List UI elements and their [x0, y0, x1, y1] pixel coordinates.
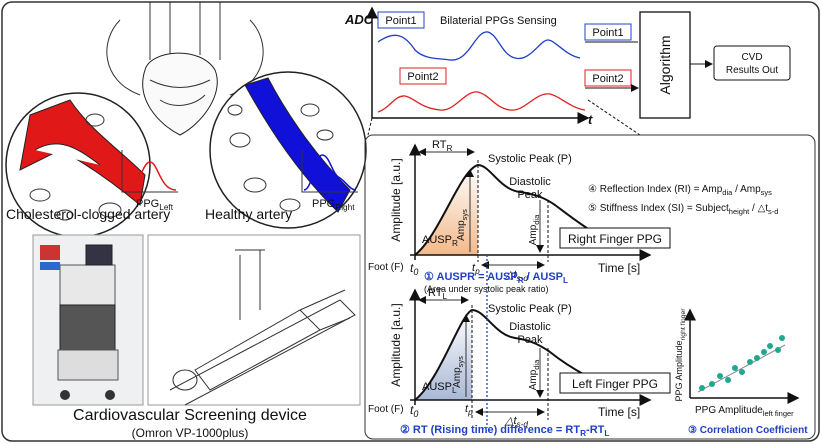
subscript: sys	[460, 209, 469, 221]
patient-sketch	[148, 235, 360, 405]
corr-x-label: PPG Amplitudeleft finger	[695, 405, 794, 418]
text-part: Amp	[528, 224, 539, 245]
subscript: 0	[413, 267, 418, 277]
subscript: R	[452, 239, 458, 248]
text-part: Amp	[528, 369, 539, 390]
y-label: Amplitude [a.u.]	[389, 303, 403, 386]
amp-dia-label: Ampdia	[528, 359, 541, 390]
subscript: p	[467, 408, 473, 417]
corr-y-label: PPG Amplituderight finger	[674, 308, 687, 402]
figure: PPGLeft PPGRight Cholesterol-clogged art…	[0, 0, 822, 444]
subscript: height	[729, 207, 750, 216]
foot-label: Foot (F)	[368, 262, 404, 273]
subscript: sys	[456, 356, 465, 368]
y-label: ADC	[344, 12, 374, 27]
diastolic-label: Peak	[517, 334, 543, 346]
stiffness-index: ⑤ Stiffness Index (SI) = Subjectheight /…	[588, 203, 778, 216]
clogged-label: Cholesterol-clogged artery	[6, 206, 170, 222]
subscript: L	[563, 276, 568, 285]
rt-label: RTR	[432, 139, 452, 153]
healthy-label: Healthy artery	[205, 206, 292, 222]
output-label: Results Out	[726, 65, 778, 76]
subscript: s-d	[768, 207, 778, 216]
subscript: left finger	[763, 409, 794, 418]
amp-dia-label: Ampdia	[528, 214, 541, 245]
y-label: Amplitude [a.u.]	[389, 158, 403, 241]
x-label: Time [s]	[598, 261, 640, 275]
text-part: / △t	[749, 203, 768, 214]
rt-diff-formula: ② RT (Rising time) difference = RTR-RTL	[400, 424, 609, 438]
systolic-label: Systolic Peak (P)	[488, 303, 572, 315]
subscript: dia	[532, 359, 541, 370]
subscript: sys	[761, 188, 773, 197]
text-part: ② RT (Rising time) difference = RT	[400, 424, 580, 436]
text-part: RT	[432, 139, 447, 151]
text-part: ① AUSPR = AUSP	[424, 271, 518, 283]
algorithm-label: Algorithm	[657, 35, 673, 94]
diastolic-label: Peak	[517, 189, 543, 201]
text-part: -RT	[586, 424, 605, 436]
point1-wave	[378, 32, 580, 60]
input1-label: Point1	[592, 27, 623, 39]
text-part: Amp	[456, 220, 467, 241]
plot-name: Right Finger PPG	[568, 232, 662, 246]
correlation-plot	[690, 310, 798, 398]
point1-label: Point1	[385, 15, 416, 27]
point2-label: Point2	[407, 71, 438, 83]
text-part: AUSP	[422, 234, 452, 246]
device-photo	[33, 235, 143, 405]
text-part: ④ Reflection Index (RI) = Amp	[588, 184, 723, 195]
ausp-label: AUSPL	[422, 381, 457, 395]
subscript: R	[446, 144, 452, 153]
x-label: Time [s]	[598, 405, 640, 419]
text-part: Amp	[452, 367, 463, 388]
input2-label: Point2	[592, 73, 623, 85]
text-part: PPG Amplitude	[674, 340, 684, 401]
text-part: PPG Amplitude	[695, 405, 763, 416]
subscript: Right	[335, 203, 355, 212]
text-part: AUSP	[422, 381, 452, 393]
diastolic-label: Diastolic	[509, 176, 551, 188]
foot-label: Foot (F)	[368, 404, 404, 415]
diastolic-label: Diastolic	[509, 321, 551, 333]
text-part: PPG	[312, 198, 335, 210]
device-title: Cardiovascular Screening device	[73, 407, 307, 424]
text-part: / Amp	[732, 184, 761, 195]
device-model: (Omron VP-1000plus)	[132, 426, 249, 440]
text-part: / AUSP	[524, 271, 563, 283]
point2-wave	[378, 92, 585, 112]
subscript: L	[452, 386, 457, 395]
subscript: dia	[532, 214, 541, 225]
subscript: right finger	[680, 308, 687, 341]
sensing-title: Bilaterial PPGs Sensing	[440, 15, 557, 27]
x-label: t	[588, 112, 593, 127]
text-part: RT	[428, 287, 443, 299]
subscript: L	[442, 292, 447, 301]
corr-title: ③ Correlation Coefficient	[688, 425, 808, 436]
reflection-index: ④ Reflection Index (RI) = Ampdia / Ampsy…	[588, 184, 772, 197]
text-part: ⑤ Stiffness Index (SI) = Subject	[588, 203, 729, 214]
auspr-formula: ① AUSPR = AUSPR / AUSPL	[424, 271, 568, 285]
output-label: CVD	[741, 52, 762, 63]
t0-label: t0	[410, 261, 418, 277]
systolic-label: Systolic Peak (P)	[488, 153, 572, 165]
t0-label: t0	[410, 403, 418, 419]
subscript: L	[604, 429, 609, 438]
subscript: 0	[413, 409, 418, 419]
plot-name: Left Finger PPG	[572, 377, 658, 391]
